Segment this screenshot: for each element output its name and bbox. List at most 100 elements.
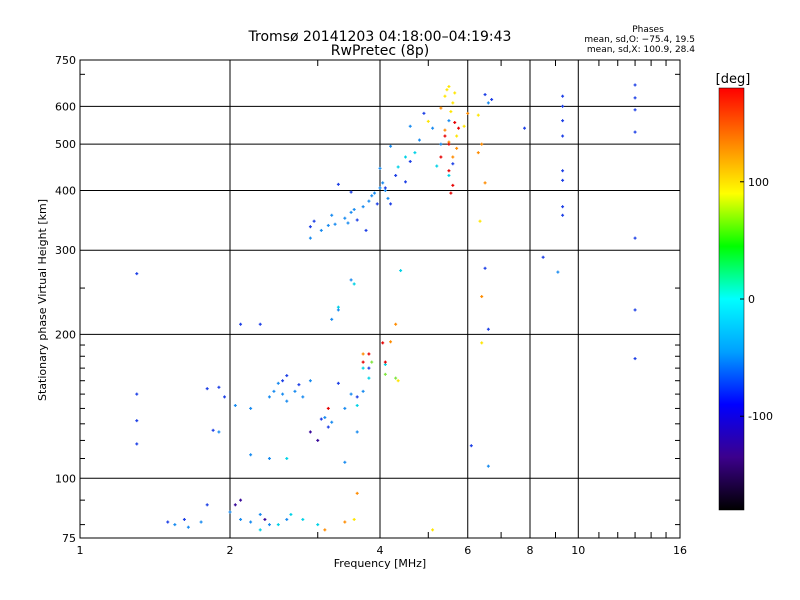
data-point (352, 282, 356, 286)
data-point (301, 395, 305, 399)
data-point (233, 403, 237, 407)
data-point (135, 419, 139, 423)
data-point (408, 159, 412, 163)
data-point (431, 528, 435, 532)
data-point (346, 221, 350, 225)
x-tick-label: 4 (377, 544, 384, 557)
data-point (394, 376, 398, 380)
data-point (135, 442, 139, 446)
data-point (316, 523, 320, 527)
data-point (217, 385, 221, 389)
colorbar (718, 87, 745, 511)
data-point (349, 392, 353, 396)
y-tick-label: 75 (62, 532, 76, 545)
phase-stats-o: mean, sd,O: −75.4, 19.5 (584, 35, 695, 45)
data-point (483, 266, 487, 270)
data-point (561, 104, 565, 108)
data-point (367, 199, 371, 203)
data-point (349, 278, 353, 282)
data-point (439, 106, 443, 110)
data-point (451, 155, 455, 159)
data-point (312, 219, 316, 223)
data-point (367, 376, 371, 380)
data-point (455, 146, 459, 150)
data-point (394, 173, 398, 177)
data-point (457, 126, 461, 130)
data-point (343, 216, 347, 220)
data-point (239, 517, 243, 521)
data-point (480, 142, 484, 146)
data-point (466, 111, 470, 115)
data-point (285, 517, 289, 521)
colorbar-ticks: -100 0 100 (740, 176, 773, 423)
data-point (381, 341, 385, 345)
data-point (439, 155, 443, 159)
data-point (297, 383, 301, 387)
data-point (396, 165, 400, 169)
plot-frame (79, 59, 681, 539)
data-point (182, 517, 186, 521)
data-point (301, 517, 305, 521)
data-point (399, 269, 403, 273)
y-tick-label: 100 (55, 472, 76, 485)
data-point (361, 352, 365, 356)
data-point (417, 138, 421, 142)
y-axis-ticks: 75 100 200 300 400 500 600 750 (55, 54, 680, 545)
data-point (223, 395, 227, 399)
colorbar-tick-label: 100 (748, 176, 769, 189)
x-tick-label: 6 (464, 544, 471, 557)
data-point (426, 119, 430, 123)
data-point (403, 180, 407, 184)
data-point (285, 399, 289, 403)
y-tick-label: 600 (55, 100, 76, 113)
data-point (422, 111, 426, 115)
y-tick-label: 500 (55, 138, 76, 151)
data-point (316, 438, 320, 442)
data-point (447, 119, 451, 123)
y-tick-label: 750 (55, 54, 76, 67)
data-point (355, 395, 359, 399)
data-point (326, 406, 330, 410)
data-point (633, 96, 637, 100)
data-point (633, 83, 637, 87)
x-tick-label: 8 (527, 544, 534, 557)
data-point (239, 322, 243, 326)
data-point (389, 144, 393, 148)
data-point (476, 151, 480, 155)
data-point (336, 182, 340, 186)
data-point (352, 208, 356, 212)
data-point (561, 178, 565, 182)
phase-stats-x: mean, sd,X: 100.9, 28.4 (587, 45, 695, 55)
data-point (361, 366, 365, 370)
data-point (476, 113, 480, 117)
data-point (383, 372, 387, 376)
data-point (480, 341, 484, 345)
data-point (308, 430, 312, 434)
data-point (186, 525, 190, 529)
data-point (228, 510, 232, 514)
data-point (486, 327, 490, 331)
data-point (293, 389, 297, 393)
data-point (447, 173, 451, 177)
data-point (308, 236, 312, 240)
data-point (378, 186, 382, 190)
data-point (355, 218, 359, 222)
data-point (343, 406, 347, 410)
y-tick-label: 200 (55, 328, 76, 341)
data-point (352, 517, 356, 521)
x-tick-label: 16 (673, 544, 687, 557)
data-point (355, 430, 359, 434)
data-point (364, 228, 368, 232)
data-point (431, 126, 435, 130)
data-point (349, 210, 353, 214)
y-tick-label: 300 (55, 244, 76, 257)
data-point (336, 305, 340, 309)
data-point (386, 196, 390, 200)
data-point (370, 360, 374, 364)
data-point (633, 308, 637, 312)
data-point (455, 134, 459, 138)
data-point (267, 456, 271, 460)
data-point (373, 191, 377, 195)
colorbar-label: [deg] (716, 72, 751, 87)
y-axis-label: Stationary phase Virtual Height [km] (36, 199, 49, 401)
